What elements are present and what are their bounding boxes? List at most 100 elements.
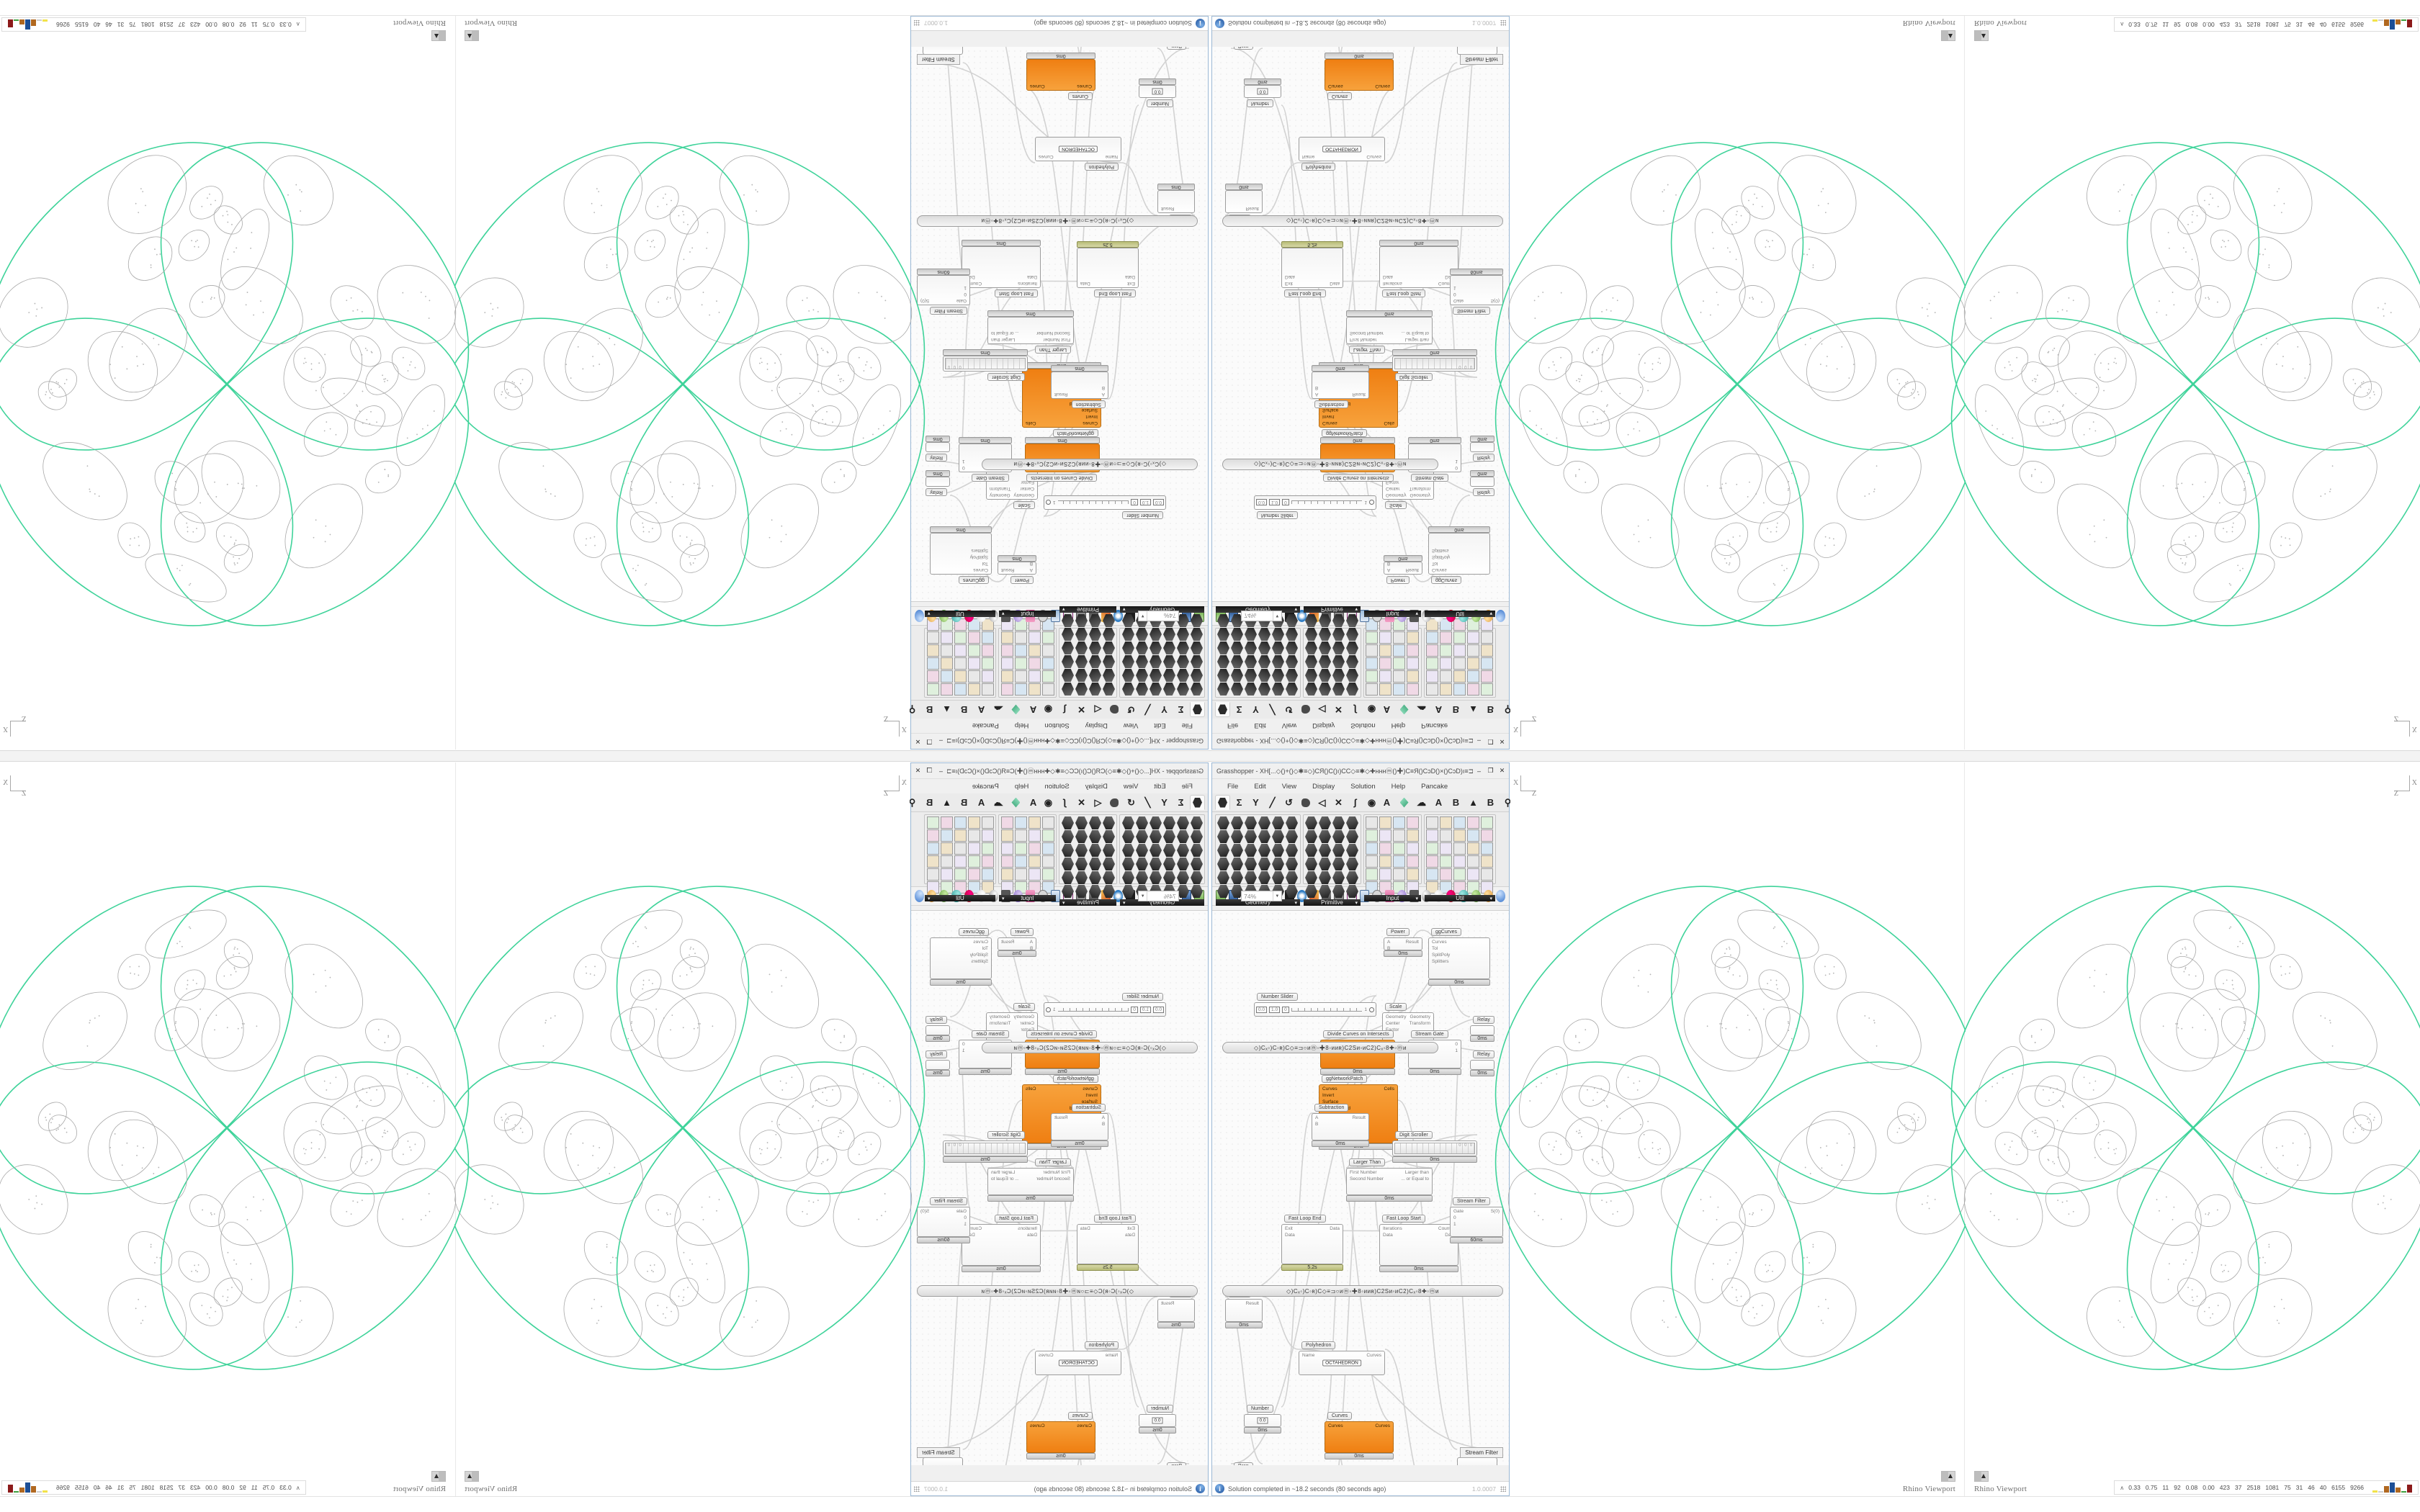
component-icon[interactable]	[1366, 631, 1378, 644]
component-icon[interactable]	[1231, 683, 1243, 696]
component-icon[interactable]	[1305, 628, 1317, 641]
component-icon[interactable]	[1245, 844, 1257, 857]
digit-cell[interactable]: 0	[956, 1143, 963, 1153]
output-param[interactable]: Result	[1405, 940, 1419, 945]
component-icon[interactable]	[1075, 655, 1088, 668]
component-body[interactable]: Exit Data Data	[1077, 248, 1139, 288]
component-icon[interactable]	[1001, 657, 1013, 670]
output-param[interactable]: 1	[1455, 459, 1458, 464]
component-icon[interactable]	[1272, 669, 1284, 682]
maths-tab[interactable]: Σ	[1178, 704, 1184, 715]
component-icon[interactable]	[1103, 669, 1115, 682]
menu-item-solution[interactable]: Solution	[1350, 782, 1376, 791]
component-value[interactable]: 0.0	[1152, 88, 1163, 95]
maximize-button[interactable]: ❐	[1487, 738, 1494, 745]
input-param[interactable]: Data	[1383, 1233, 1393, 1238]
params-tab[interactable]	[1190, 702, 1205, 717]
menu-item-view[interactable]: View	[1281, 721, 1297, 730]
component-value[interactable]: 0.0	[1152, 1417, 1163, 1424]
component-body[interactable]: Result	[1225, 190, 1263, 213]
slider-control[interactable]: 0.0 1.0 0 1	[1046, 1005, 1164, 1014]
output-param[interactable]: Result	[1405, 567, 1419, 572]
gh-component-fastloopend[interactable]: Fast Loop End Exit Data Data 5.2s	[1077, 241, 1139, 302]
maths-tab[interactable]: Σ	[1178, 797, 1184, 808]
component-icon[interactable]	[1062, 669, 1074, 682]
output-param[interactable]: Transform	[1409, 1021, 1430, 1026]
digit-cell[interactable]	[1406, 359, 1412, 369]
component-icon[interactable]	[968, 683, 980, 696]
component-icon[interactable]	[941, 842, 953, 855]
input-param[interactable]: Invert	[1085, 414, 1098, 419]
gh-component-ggcurves[interactable]: ggCurves Curves Tol SplitPoly Splitters 0ms	[1428, 924, 1490, 986]
component-icon[interactable]	[1245, 683, 1257, 696]
chevron-down-icon[interactable]: ▼	[1272, 611, 1281, 621]
maths-tab[interactable]: Σ	[1236, 704, 1242, 715]
component-icon[interactable]	[1163, 683, 1175, 696]
component-icon[interactable]	[982, 816, 994, 829]
intersect-tab[interactable]: ✕	[1077, 796, 1085, 808]
resize-grip[interactable]	[1500, 20, 1506, 27]
input-param[interactable]: Splitters	[971, 548, 988, 553]
component-icon[interactable]	[1122, 683, 1134, 696]
output-param[interactable]: ... or Equal to	[1401, 330, 1429, 336]
curve-tab[interactable]: ↺	[1127, 796, 1135, 808]
input-param[interactable]: Curves	[1328, 84, 1343, 89]
component-icon[interactable]	[1122, 816, 1134, 829]
menu-item-solution[interactable]: Solution	[1044, 721, 1070, 730]
component-icon[interactable]	[1150, 858, 1162, 870]
sets-tab[interactable]: Υ	[1252, 797, 1259, 808]
gh-component-curves-orange-2[interactable]: Curves Curves Curves 0ms	[1026, 53, 1095, 104]
slider-digits-field[interactable]: 0	[1282, 1006, 1289, 1013]
zoom-level-input[interactable]: 74% ▼	[1138, 611, 1179, 621]
gh-component-digitscroller[interactable]: Digit Scroller00000ms	[1392, 1127, 1477, 1163]
slider-knob[interactable]	[1046, 1007, 1051, 1012]
component-icon[interactable]	[954, 816, 967, 829]
component-icon[interactable]	[1231, 816, 1243, 829]
component-icon[interactable]	[1407, 855, 1419, 868]
component-icon[interactable]	[1332, 628, 1345, 641]
input-param[interactable]: Data	[1027, 274, 1037, 279]
gh-component-number-param[interactable]: Number 0.0 0ms	[1244, 1400, 1281, 1434]
input-param[interactable]: Curves	[1328, 1423, 1343, 1428]
component-icon[interactable]	[1426, 855, 1438, 868]
component-icon[interactable]	[1245, 669, 1257, 682]
digit-cell[interactable]	[1435, 1143, 1440, 1153]
component-icon[interactable]	[927, 670, 939, 683]
component-icon[interactable]	[1163, 816, 1175, 829]
input-param[interactable]: Exit	[1127, 1226, 1135, 1231]
component-icon[interactable]	[982, 657, 994, 670]
component-icon[interactable]	[1122, 628, 1134, 641]
component-body[interactable]: Name Curves OCTAHEDRON	[1299, 1351, 1385, 1375]
component-icon[interactable]	[1042, 631, 1054, 644]
component-icon[interactable]	[1217, 844, 1229, 857]
display-tab[interactable]: ◉	[1044, 704, 1053, 716]
component-icon[interactable]	[1062, 871, 1074, 884]
component-value[interactable]: 0.0	[1257, 88, 1268, 95]
input-param[interactable]: B	[1029, 946, 1033, 951]
input-param[interactable]: 1	[1453, 285, 1456, 290]
component-icon[interactable]	[1286, 683, 1298, 696]
chevron-down-icon[interactable]: ▾	[1002, 611, 1005, 616]
component-icon[interactable]	[1163, 858, 1175, 870]
input-param[interactable]: Surface	[1322, 1099, 1339, 1104]
digit-cell[interactable]	[985, 359, 991, 369]
component-icon[interactable]	[1062, 830, 1074, 843]
component-icon[interactable]	[1028, 657, 1041, 670]
input-param[interactable]: A	[1387, 940, 1391, 945]
component-icon[interactable]	[1136, 816, 1148, 829]
component-icon[interactable]	[1481, 657, 1493, 670]
component-icon[interactable]	[1319, 844, 1331, 857]
input-param[interactable]: Gate	[956, 1209, 967, 1214]
component-icon[interactable]	[1440, 644, 1452, 657]
gh-component-power[interactable]: Power A B Result 0ms	[1384, 924, 1422, 957]
component-icon[interactable]	[1122, 655, 1134, 668]
output-param[interactable]: Larger than	[991, 337, 1016, 342]
component-body[interactable]: Curves Curves	[1325, 1421, 1394, 1453]
component-icon[interactable]	[1089, 830, 1101, 843]
input-param[interactable]: B	[1101, 1122, 1105, 1127]
component-icon[interactable]	[1136, 642, 1148, 654]
output-param[interactable]: Result	[1245, 1301, 1259, 1306]
component-icon[interactable]	[927, 683, 939, 696]
surface-tab[interactable]	[1298, 795, 1313, 810]
canvas-scroll-region[interactable]: ggCurves Curves Tol SplitPoly Splitters 0ms Sc…	[911, 32, 1208, 602]
